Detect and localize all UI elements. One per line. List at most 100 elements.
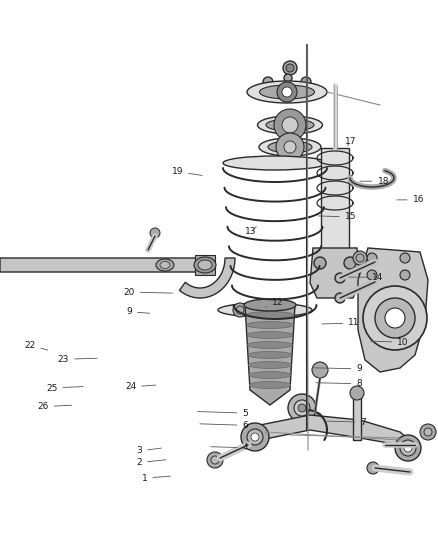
Ellipse shape xyxy=(248,351,292,359)
Circle shape xyxy=(251,433,259,441)
Polygon shape xyxy=(358,248,428,372)
Ellipse shape xyxy=(258,116,322,134)
Text: 26: 26 xyxy=(37,402,72,411)
Circle shape xyxy=(307,412,323,428)
Text: 9: 9 xyxy=(314,365,362,373)
Circle shape xyxy=(211,456,219,464)
Circle shape xyxy=(395,435,421,461)
Text: 24: 24 xyxy=(125,383,156,391)
Circle shape xyxy=(298,404,306,412)
Circle shape xyxy=(282,117,298,133)
Ellipse shape xyxy=(198,260,212,270)
Polygon shape xyxy=(0,258,200,272)
Circle shape xyxy=(363,286,427,350)
Ellipse shape xyxy=(156,259,174,271)
Text: 17: 17 xyxy=(345,137,356,146)
Circle shape xyxy=(286,64,294,72)
Circle shape xyxy=(420,424,436,440)
Text: 2: 2 xyxy=(137,458,166,467)
Text: 3: 3 xyxy=(136,447,162,455)
Circle shape xyxy=(344,257,356,269)
Text: 23: 23 xyxy=(58,355,97,364)
Circle shape xyxy=(241,423,269,451)
Circle shape xyxy=(283,61,297,75)
Circle shape xyxy=(353,251,367,265)
Ellipse shape xyxy=(249,372,291,378)
Ellipse shape xyxy=(259,138,321,156)
Circle shape xyxy=(233,303,247,317)
Polygon shape xyxy=(310,248,360,298)
Ellipse shape xyxy=(259,85,314,99)
Text: 5: 5 xyxy=(198,409,248,417)
Circle shape xyxy=(263,77,273,87)
Ellipse shape xyxy=(247,342,293,349)
Circle shape xyxy=(276,133,304,161)
Circle shape xyxy=(284,141,296,153)
Circle shape xyxy=(288,394,316,422)
Text: 18: 18 xyxy=(360,177,389,185)
Circle shape xyxy=(404,444,412,452)
Text: 20: 20 xyxy=(124,288,173,296)
Circle shape xyxy=(400,253,410,263)
Bar xyxy=(321,148,349,250)
Circle shape xyxy=(236,306,244,314)
Circle shape xyxy=(312,362,328,378)
Circle shape xyxy=(335,293,345,303)
Ellipse shape xyxy=(247,332,293,338)
Text: 4: 4 xyxy=(211,443,248,452)
Circle shape xyxy=(277,82,297,102)
Circle shape xyxy=(247,429,263,445)
Bar xyxy=(353,395,361,440)
Ellipse shape xyxy=(218,303,312,317)
Circle shape xyxy=(294,400,310,416)
Polygon shape xyxy=(195,255,215,275)
Polygon shape xyxy=(248,415,415,455)
Polygon shape xyxy=(180,258,235,298)
Text: 12: 12 xyxy=(265,298,284,307)
Circle shape xyxy=(350,386,364,400)
Text: 14: 14 xyxy=(349,273,383,281)
Ellipse shape xyxy=(247,321,293,328)
Text: 8: 8 xyxy=(316,379,362,388)
Text: 1: 1 xyxy=(141,474,170,482)
Ellipse shape xyxy=(247,81,327,103)
Circle shape xyxy=(282,87,292,97)
Circle shape xyxy=(400,270,410,280)
Circle shape xyxy=(367,270,377,280)
Circle shape xyxy=(284,74,292,82)
Ellipse shape xyxy=(250,382,290,389)
Ellipse shape xyxy=(223,156,327,170)
Circle shape xyxy=(335,273,345,283)
Text: 10: 10 xyxy=(371,338,409,346)
Text: 15: 15 xyxy=(318,213,356,221)
Ellipse shape xyxy=(244,299,296,311)
Circle shape xyxy=(367,462,379,474)
Text: 13: 13 xyxy=(245,227,256,236)
Circle shape xyxy=(207,452,223,468)
Circle shape xyxy=(356,254,364,262)
Ellipse shape xyxy=(268,141,312,153)
Ellipse shape xyxy=(160,262,170,269)
Circle shape xyxy=(314,257,326,269)
Circle shape xyxy=(367,253,377,263)
Text: 25: 25 xyxy=(46,384,83,392)
Text: 16: 16 xyxy=(397,196,424,204)
Polygon shape xyxy=(245,305,295,405)
Text: 22: 22 xyxy=(24,341,48,350)
Text: 11: 11 xyxy=(321,319,360,327)
Text: 19: 19 xyxy=(172,167,202,176)
Circle shape xyxy=(400,440,416,456)
Circle shape xyxy=(424,428,432,436)
Ellipse shape xyxy=(246,311,294,319)
Ellipse shape xyxy=(248,361,292,368)
Text: 9: 9 xyxy=(126,308,150,316)
Circle shape xyxy=(385,308,405,328)
Circle shape xyxy=(375,298,415,338)
Circle shape xyxy=(301,77,311,87)
Circle shape xyxy=(274,109,306,141)
Circle shape xyxy=(150,228,160,238)
Ellipse shape xyxy=(266,119,314,131)
Ellipse shape xyxy=(194,257,216,273)
Text: 7: 7 xyxy=(327,418,367,426)
Text: 6: 6 xyxy=(200,421,248,430)
